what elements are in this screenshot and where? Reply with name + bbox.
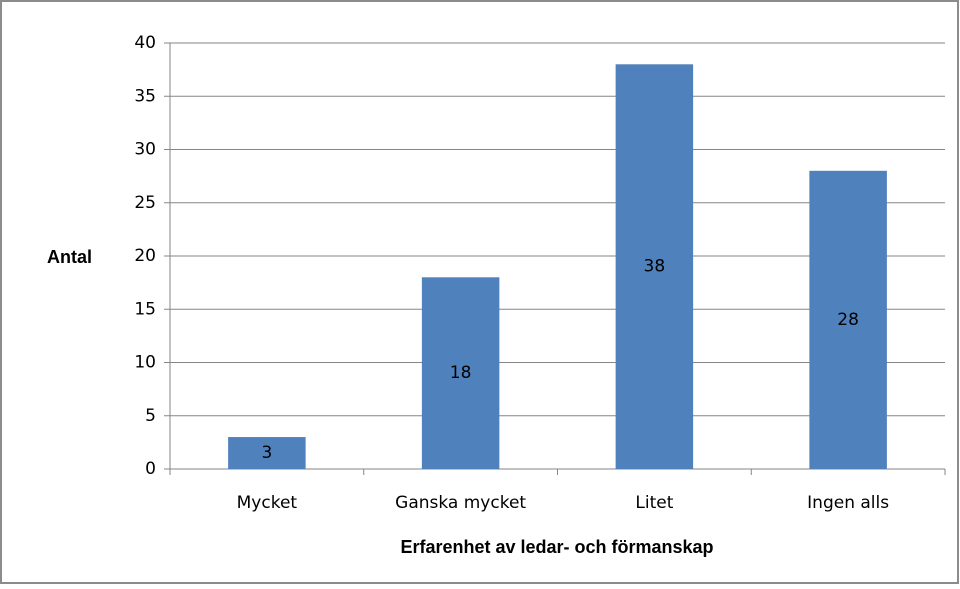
x-axis-label: Erfarenhet av ledar- och förmanskap xyxy=(400,537,713,557)
data-label: 38 xyxy=(644,257,666,277)
y-tick-label: 5 xyxy=(145,406,156,426)
y-tick-label: 30 xyxy=(134,140,156,160)
bar xyxy=(228,437,306,469)
x-tick-label: Mycket xyxy=(237,493,298,513)
bar xyxy=(809,170,887,470)
bar xyxy=(615,64,694,470)
y-tick-label: 10 xyxy=(134,353,156,373)
y-tick-label: 15 xyxy=(134,299,156,319)
data-label: 28 xyxy=(837,310,859,330)
y-tick-label: 35 xyxy=(134,86,156,106)
data-label: 3 xyxy=(261,443,272,463)
y-tick-label: 0 xyxy=(145,459,156,479)
y-axis-label: Antal xyxy=(47,247,92,267)
x-tick-label: Litet xyxy=(635,493,673,513)
y-tick-label: 20 xyxy=(134,246,156,266)
y-tick-label: 40 xyxy=(134,33,156,53)
x-tick-label: Ingen alls xyxy=(807,493,889,513)
x-tick-label: Ganska mycket xyxy=(395,493,526,513)
bar xyxy=(421,277,500,469)
y-tick-label: 25 xyxy=(134,193,156,213)
data-label: 18 xyxy=(450,363,472,383)
